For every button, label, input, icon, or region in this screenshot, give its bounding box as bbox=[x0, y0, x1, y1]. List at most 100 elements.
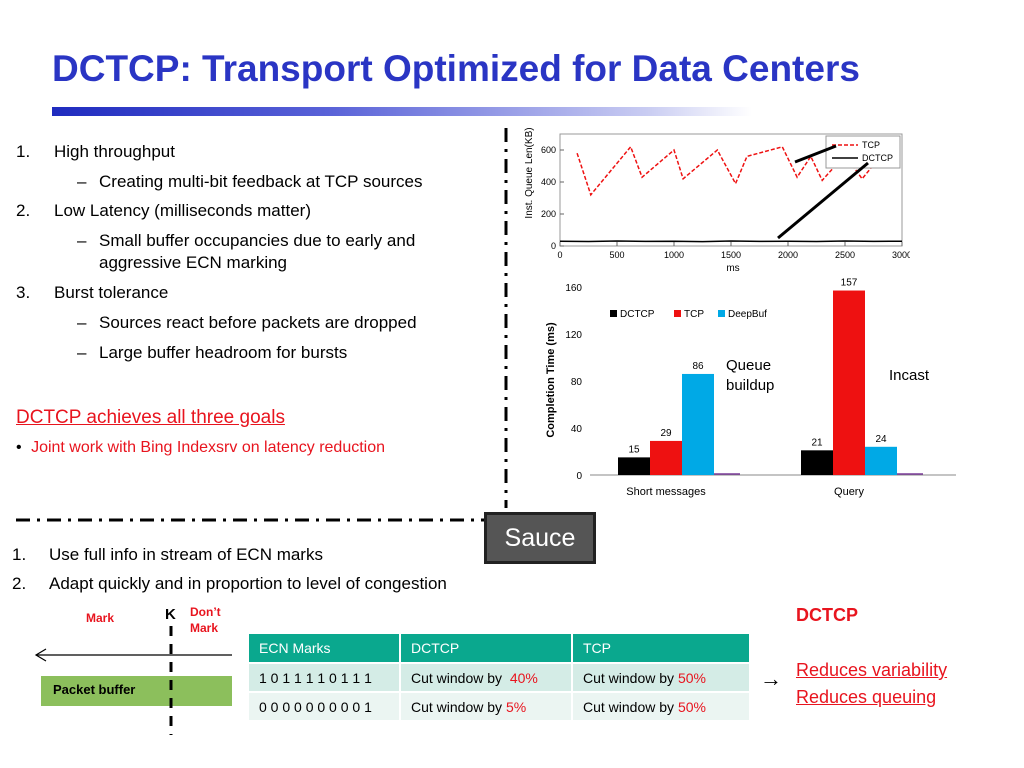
callout-line-tcp bbox=[794, 144, 837, 164]
line-chart-ylabel: Inst. Queue Len(KB) bbox=[524, 128, 535, 219]
legend-swatch-tcp bbox=[674, 310, 681, 317]
cut-window-text: Cut window by bbox=[411, 669, 503, 686]
annotation-incast: Incast bbox=[889, 367, 930, 384]
y-tick-label: 600 bbox=[541, 145, 556, 155]
goal-text: Burst tolerance bbox=[54, 283, 169, 302]
mark-label: Mark bbox=[86, 611, 115, 625]
cut-window-text: Cut window by bbox=[583, 698, 675, 715]
tcp-percent: 50% bbox=[677, 669, 706, 686]
y-tick-label: 40 bbox=[571, 424, 583, 435]
y-tick-label: 400 bbox=[541, 177, 556, 187]
goal-number: 1. bbox=[16, 142, 31, 161]
x-tick-label: 500 bbox=[609, 250, 624, 260]
ecn-marks-cell: 1 0 1 1 1 1 0 1 1 1 bbox=[249, 664, 399, 691]
ecn-table: ECN Marks DCTCP TCP 1 0 1 1 1 1 0 1 1 1 … bbox=[247, 632, 751, 722]
joint-work-bullet: • Joint work with Bing Indexsrv on laten… bbox=[16, 439, 385, 457]
dont-mark-line-1: Don’t bbox=[190, 605, 221, 619]
queue-length-chart: Inst. Queue Len(KB) ms 0 200 400 600 0 500 100… bbox=[524, 128, 910, 274]
tcp-cell: Cut window by 50% bbox=[573, 664, 749, 691]
tcp-cell: Cut window by 50% bbox=[573, 693, 749, 720]
table-row: 0 0 0 0 0 0 0 0 0 1 Cut window by 5% Cut… bbox=[249, 693, 749, 720]
x-tick-label: 2000 bbox=[778, 250, 798, 260]
legend-swatch-dctcp bbox=[610, 310, 617, 317]
title-underline-bar bbox=[52, 107, 752, 116]
goal-text: High throughput bbox=[54, 142, 175, 161]
data-label: 157 bbox=[841, 278, 858, 289]
line-chart-legend-box bbox=[825, 135, 901, 169]
x-tick-label: 1500 bbox=[721, 250, 741, 260]
bar-tcp bbox=[650, 440, 682, 475]
y-tick-label: 0 bbox=[576, 471, 582, 482]
packet-buffer-rect bbox=[41, 676, 232, 706]
sub-text: Sources react before packets are dropped bbox=[99, 313, 417, 332]
page-title: DCTCP: Transport Optimized for Data Cent… bbox=[52, 48, 860, 89]
dont-mark-label: Don’t Mark bbox=[190, 604, 221, 636]
sub-text: Creating multi-bit feedback at TCP sourc… bbox=[99, 172, 423, 191]
bullet: • bbox=[16, 439, 22, 456]
category-label: Query bbox=[834, 486, 864, 498]
reduces-variability-link[interactable]: Reduces variability bbox=[796, 660, 948, 680]
goal-number: 2. bbox=[16, 201, 31, 220]
sub-text: Small buffer occupancies due to early an… bbox=[99, 231, 416, 272]
callout-line-dctcp bbox=[777, 161, 869, 240]
legend-label: TCP bbox=[862, 140, 880, 150]
header-ecn-marks: ECN Marks bbox=[249, 634, 399, 662]
dctcp-cell: Cut window by 5% bbox=[401, 693, 571, 720]
goal-3-sub-1: – Sources react before packets are dropp… bbox=[77, 313, 417, 333]
data-label: 86 bbox=[692, 361, 704, 372]
legend-swatch-deepbuf bbox=[718, 310, 725, 317]
x-tick-label: 0 bbox=[557, 250, 562, 260]
tcp-percent: 50% bbox=[677, 698, 706, 715]
goal-3: 3. Burst tolerance bbox=[16, 283, 168, 303]
k-label: K bbox=[165, 606, 176, 623]
dctcp-percent: 5% bbox=[505, 698, 527, 715]
achieves-goals-link[interactable]: DCTCP achieves all three goals bbox=[16, 407, 285, 428]
dash: – bbox=[77, 231, 87, 250]
dctcp-percent: 40% bbox=[509, 669, 538, 686]
x-tick-label: 2500 bbox=[835, 250, 855, 260]
legend-label: DeepBuf bbox=[728, 309, 767, 320]
table-row: 1 0 1 1 1 1 0 1 1 1 Cut window by 40% Cu… bbox=[249, 664, 749, 691]
bar-deepbuf bbox=[682, 373, 714, 475]
sauce-box: Sauce bbox=[484, 512, 596, 564]
legend-label: TCP bbox=[684, 309, 704, 320]
category-label: Short messages bbox=[626, 486, 706, 498]
conclusion-title: DCTCP bbox=[796, 605, 858, 625]
bar-chart-ylabel: Completion Time (ms) bbox=[545, 322, 557, 438]
packet-buffer-label: Packet buffer bbox=[53, 682, 136, 697]
sauce-point-1: 1. Use full info in stream of ECN marks bbox=[12, 545, 323, 565]
dont-mark-line-2: Mark bbox=[190, 621, 219, 635]
bar-tcp bbox=[833, 290, 865, 475]
dash: – bbox=[77, 343, 87, 362]
y-tick-label: 0 bbox=[551, 241, 556, 251]
sub-text: Large buffer headroom for bursts bbox=[99, 343, 348, 362]
bar-dctcp bbox=[618, 457, 650, 475]
legend-label: DCTCP bbox=[862, 153, 893, 163]
bar-deepbuf bbox=[865, 446, 897, 475]
completion-time-chart: Completion Time (ms) 0 40 80 120 160 Short me… bbox=[545, 278, 956, 498]
dash: – bbox=[77, 172, 87, 191]
y-tick-label: 80 bbox=[571, 377, 583, 388]
left-arrow-icon bbox=[34, 648, 47, 662]
annotation-queue-buildup-2: buildup bbox=[726, 377, 774, 394]
goal-3-sub-2: – Large buffer headroom for bursts bbox=[77, 343, 347, 363]
goal-2: 2. Low Latency (milliseconds matter) bbox=[16, 201, 311, 221]
sauce-point-2: 2. Adapt quickly and in proportion to le… bbox=[12, 574, 447, 594]
header-dctcp: DCTCP bbox=[401, 634, 571, 662]
table-header-row: ECN Marks DCTCP TCP bbox=[249, 634, 749, 662]
series-line-dctcp bbox=[559, 240, 903, 243]
ecn-marks-cell: 0 0 0 0 0 0 0 0 0 1 bbox=[249, 693, 399, 720]
goal-1: 1. High throughput bbox=[16, 142, 175, 162]
bar-dctcp bbox=[801, 450, 833, 475]
point-number: 1. bbox=[12, 545, 27, 564]
reduces-queuing-link[interactable]: Reduces queuing bbox=[796, 687, 937, 707]
point-text: Use full info in stream of ECN marks bbox=[49, 545, 323, 564]
x-tick-label: 1000 bbox=[664, 250, 684, 260]
y-tick-label: 120 bbox=[565, 330, 582, 341]
goal-number: 3. bbox=[16, 283, 31, 302]
line-chart-xlabel: ms bbox=[726, 263, 739, 274]
annotation-queue-buildup-1: Queue bbox=[726, 357, 771, 374]
